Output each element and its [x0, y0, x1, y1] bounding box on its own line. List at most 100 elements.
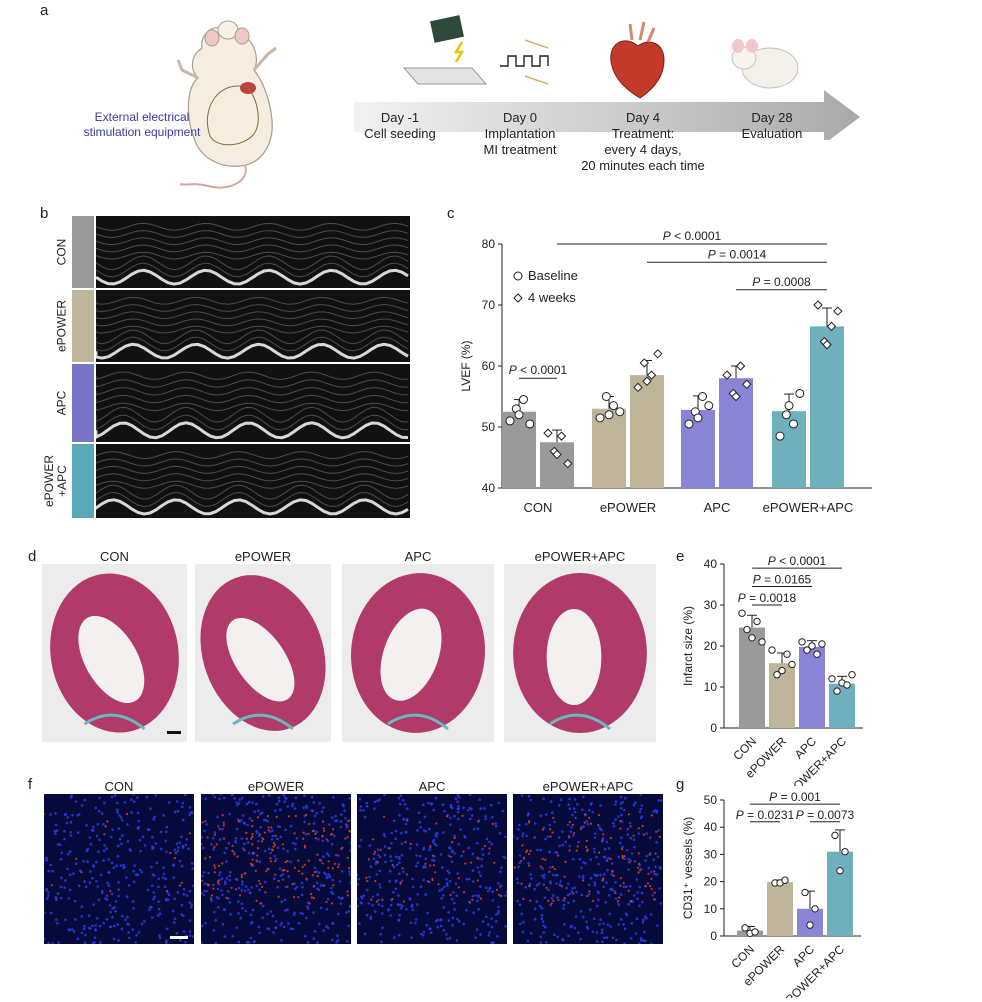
cd31-signal	[627, 813, 630, 816]
nucleus	[334, 814, 337, 818]
cd31-signal	[560, 885, 563, 888]
nucleus	[83, 941, 87, 944]
cd31-signal	[269, 857, 272, 860]
nucleus	[607, 893, 611, 897]
nucleus	[530, 932, 533, 935]
echo-wall-trace	[96, 342, 409, 360]
nucleus	[96, 822, 100, 826]
nucleus	[392, 819, 396, 823]
nucleus	[269, 851, 272, 855]
nucleus	[475, 928, 479, 931]
nucleus	[363, 932, 367, 936]
cd31-signal	[432, 864, 435, 867]
nucleus	[188, 934, 192, 938]
nucleus	[366, 888, 369, 892]
nucleus	[505, 890, 507, 894]
nucleus	[518, 861, 521, 865]
nucleus	[213, 831, 217, 834]
cd31-signal	[345, 823, 348, 826]
nucleus	[225, 877, 229, 880]
nucleus	[484, 817, 487, 821]
cd31-signal	[471, 898, 474, 901]
nucleus	[54, 832, 57, 836]
cd31-signal	[649, 885, 652, 888]
nucleus	[585, 820, 588, 823]
nucleus	[471, 880, 475, 883]
nucleus	[201, 941, 203, 944]
cd31-signal	[316, 875, 319, 878]
nucleus	[607, 847, 611, 850]
nucleus	[280, 939, 283, 942]
data-point	[775, 431, 785, 441]
cd31-signal	[629, 825, 632, 828]
y-tick-label: 0	[710, 721, 717, 735]
nucleus	[125, 876, 128, 879]
nucleus	[567, 803, 570, 807]
cd31-signal	[477, 857, 480, 860]
echo-wall-trace	[96, 296, 409, 305]
data-point	[738, 609, 746, 617]
nucleus	[68, 873, 72, 877]
nucleus	[336, 939, 340, 942]
nucleus	[655, 873, 659, 876]
cd31-signal	[210, 894, 214, 897]
cd31-signal	[297, 869, 300, 873]
nucleus	[240, 837, 243, 840]
nucleus	[614, 881, 617, 884]
cd31-signal	[451, 841, 454, 844]
nucleus	[180, 903, 184, 907]
nucleus	[279, 874, 283, 878]
nucleus	[153, 895, 156, 898]
nucleus	[238, 798, 241, 802]
nucleus	[271, 829, 274, 832]
nucleus	[398, 913, 401, 917]
nucleus	[600, 940, 604, 943]
nucleus	[637, 832, 641, 835]
nucleus	[251, 801, 254, 804]
cd31-signal	[274, 860, 277, 863]
nucleus	[136, 796, 139, 799]
cd31-signal	[399, 882, 402, 885]
echo-row-label: CON	[54, 238, 69, 266]
nucleus	[392, 865, 396, 869]
cd31-signal	[602, 833, 605, 836]
nucleus	[98, 838, 101, 842]
nucleus	[627, 868, 630, 871]
nucleus	[165, 850, 168, 854]
nucleus	[593, 836, 597, 839]
nucleus	[175, 800, 179, 803]
nucleus	[447, 846, 451, 850]
nucleus	[393, 936, 396, 939]
nucleus	[158, 912, 162, 915]
nucleus	[317, 838, 320, 841]
nucleus	[158, 936, 162, 939]
cd31-signal	[335, 854, 338, 857]
nucleus	[422, 930, 426, 934]
cd31-signal	[333, 862, 336, 865]
x-tick-label: ePOWER+APC	[763, 500, 854, 515]
cd31-signal	[233, 853, 236, 856]
nucleus	[378, 883, 381, 886]
cd31-signal	[256, 854, 259, 857]
bar	[827, 851, 853, 936]
nucleus	[92, 903, 95, 906]
nucleus	[283, 796, 287, 799]
nucleus	[497, 801, 500, 805]
nucleus	[491, 899, 495, 902]
nucleus	[488, 931, 491, 934]
nucleus	[150, 906, 153, 909]
nucleus	[416, 903, 419, 906]
nucleus	[103, 801, 106, 805]
cd31-signal	[307, 832, 310, 835]
cd31-signal	[332, 884, 335, 887]
cd31-signal	[302, 831, 305, 834]
nucleus	[428, 927, 432, 930]
data-point	[595, 413, 605, 423]
nucleus	[381, 926, 384, 930]
nucleus	[243, 889, 247, 893]
nucleus	[490, 843, 493, 846]
nucleus	[130, 811, 133, 814]
nucleus	[162, 814, 165, 817]
nucleus	[157, 900, 160, 903]
nucleus	[229, 870, 232, 874]
